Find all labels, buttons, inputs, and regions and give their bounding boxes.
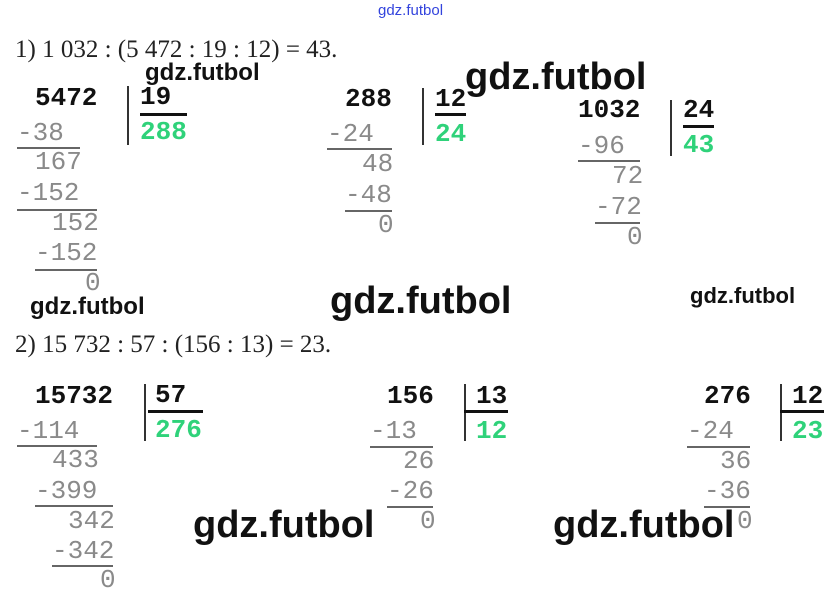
- subtrahend: -96: [578, 131, 625, 161]
- quotient: 23: [792, 416, 824, 446]
- remainder: 72: [612, 161, 644, 191]
- subtraction-line: [704, 506, 750, 508]
- watermark: gdz.futbol: [145, 59, 260, 86]
- watermark: gdz.futbol: [465, 56, 647, 98]
- watermark: gdz.futbol: [553, 504, 735, 546]
- remainder: 36: [720, 446, 752, 476]
- divisor: 24: [683, 95, 715, 125]
- quotient: 24: [435, 119, 467, 149]
- division-bar: [670, 100, 672, 156]
- quotient: 43: [683, 130, 715, 160]
- division-bar: [127, 86, 129, 145]
- divisor-underline: [683, 125, 714, 128]
- division-bar: [422, 88, 424, 145]
- subtrahend: -13: [370, 416, 417, 446]
- divisor-underline: [435, 113, 466, 116]
- remainder: 0: [378, 210, 394, 240]
- divisor-underline: [140, 113, 187, 116]
- divisor-underline: [464, 410, 508, 413]
- subtraction-line: [35, 269, 97, 271]
- subtrahend: -152: [17, 178, 80, 208]
- remainder: 0: [85, 268, 101, 298]
- subtraction-line: [52, 565, 113, 567]
- dividend: 276: [704, 381, 751, 411]
- subtraction-line: [345, 210, 392, 212]
- subtraction-line: [327, 148, 392, 150]
- subtrahend: -26: [387, 476, 434, 506]
- watermark: gdz.futbol: [690, 283, 796, 308]
- divisor: 12: [435, 84, 467, 114]
- dividend: 288: [345, 84, 392, 114]
- subtrahend: -72: [595, 192, 642, 222]
- remainder: 26: [403, 446, 435, 476]
- watermark: gdz.futbol: [193, 504, 375, 546]
- subtrahend: -36: [704, 476, 751, 506]
- subtrahend: -38: [17, 118, 64, 148]
- subtraction-line: [370, 446, 433, 448]
- divisor: 13: [476, 381, 508, 411]
- quotient: 12: [476, 416, 508, 446]
- quotient: 288: [140, 117, 187, 147]
- quotient: 276: [155, 415, 202, 445]
- remainder: 0: [737, 506, 753, 536]
- dividend: 1032: [578, 95, 641, 125]
- subtraction-line: [17, 209, 97, 211]
- remainder: 0: [627, 222, 643, 252]
- divisor-underline: [780, 410, 824, 413]
- subtrahend: -342: [52, 536, 115, 566]
- watermark: gdz.futbol: [30, 293, 145, 320]
- divisor: 57: [155, 380, 187, 410]
- subtraction-line: [17, 445, 97, 447]
- remainder: 0: [100, 565, 116, 595]
- subtrahend: -24: [327, 119, 374, 149]
- watermark-top: gdz.futbol: [378, 2, 444, 19]
- divisor: 19: [140, 82, 172, 112]
- dividend: 5472: [35, 83, 98, 113]
- divisor: 12: [792, 381, 824, 411]
- remainder: 167: [35, 147, 82, 177]
- equation-1: 1) 1 032 : (5 472 : 19 : 12) = 43.: [15, 36, 338, 63]
- subtraction-line: [578, 160, 640, 162]
- remainder: 433: [52, 445, 99, 475]
- subtraction-line: [387, 506, 433, 508]
- divisor-underline: [148, 410, 203, 413]
- subtrahend: -399: [35, 476, 98, 506]
- dividend: 156: [387, 381, 434, 411]
- remainder: 0: [420, 506, 436, 536]
- subtrahend: -24: [687, 416, 734, 446]
- subtraction-line: [687, 446, 750, 448]
- subtrahend: -114: [17, 416, 80, 446]
- subtraction-line: [595, 222, 640, 224]
- division-bar: [144, 384, 146, 441]
- remainder: 48: [362, 149, 394, 179]
- subtraction-line: [35, 505, 113, 507]
- subtraction-line: [17, 147, 80, 149]
- remainder: 152: [52, 208, 99, 238]
- subtrahend: -48: [345, 180, 392, 210]
- equation-2: 2) 15 732 : 57 : (156 : 13) = 23.: [15, 331, 332, 358]
- watermark: gdz.futbol: [330, 280, 512, 322]
- remainder: 342: [68, 506, 115, 536]
- subtrahend: -152: [35, 238, 98, 268]
- dividend: 15732: [35, 381, 114, 411]
